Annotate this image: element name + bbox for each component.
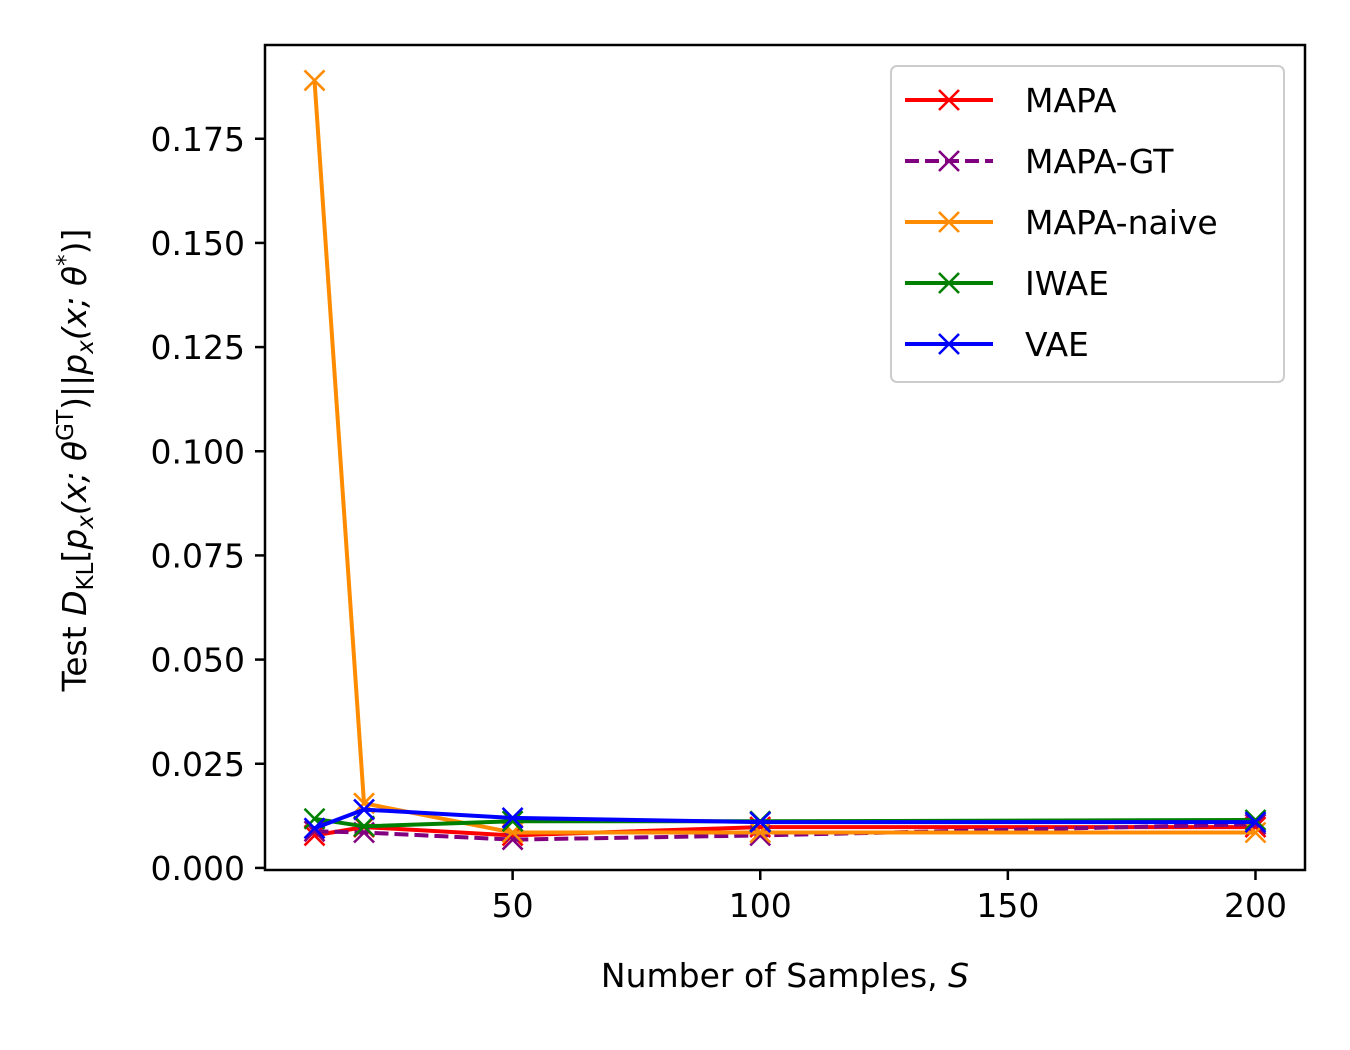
data-point — [303, 824, 326, 847]
data-point — [501, 806, 524, 829]
y-tick-label: 0.025 — [151, 745, 245, 784]
y-label-args1: (x; θ — [55, 441, 94, 515]
legend-marker — [938, 89, 960, 111]
y-label-test: Test — [55, 616, 94, 692]
legend-box — [890, 65, 1285, 383]
y-axis-label: Test DKL[px(x; θGT)||px(x; θ*)] — [53, 229, 99, 693]
legend-marker — [938, 150, 960, 172]
legend-marker — [938, 211, 960, 233]
y-label-p1: p — [55, 529, 94, 551]
legend-item-vae: VAE — [905, 325, 1089, 364]
y-label-p2: p — [55, 354, 94, 376]
data-point — [353, 815, 375, 838]
legend-marker — [938, 333, 960, 355]
data-point — [303, 69, 326, 92]
y-label-args2-sup: * — [53, 254, 79, 266]
y-label-p2-sub: x — [73, 340, 99, 355]
y-label-args2: (x; θ — [55, 266, 94, 340]
y-tick-label: 0.100 — [151, 432, 245, 471]
data-point — [501, 810, 524, 833]
y-label-d-sub: KL — [73, 562, 99, 590]
data-point — [749, 811, 772, 834]
legend-item-iwae: IWAE — [905, 264, 1109, 303]
y-label-d: D — [55, 590, 94, 615]
data-point — [353, 798, 375, 821]
y-tick-label: 0.050 — [151, 641, 245, 680]
y-tick-label: 0.000 — [151, 849, 245, 888]
x-tick-label: 50 — [492, 886, 534, 925]
y-label-open: [ — [55, 550, 94, 563]
y-label-args1-sup: GT — [53, 409, 79, 441]
data-point — [749, 821, 772, 844]
y-tick-label: 0.175 — [151, 120, 245, 159]
plot-frame — [263, 43, 1307, 872]
data-point — [303, 817, 326, 840]
y-label-close: )] — [55, 229, 94, 255]
x-tick-label: 200 — [1224, 886, 1287, 925]
series-vae — [303, 798, 1267, 840]
legend-label: VAE — [1025, 325, 1089, 364]
x-axis: 50 100 150 200 — [492, 870, 1287, 925]
legend-label: MAPA-naive — [1025, 203, 1218, 242]
x-tick-label: 150 — [976, 886, 1039, 925]
legend: MAPA MAPA-GT MAPA-naive IWAE VAE — [890, 65, 1285, 383]
data-point — [1244, 811, 1267, 834]
y-tick-label: 0.075 — [151, 536, 245, 575]
y-tick-label: 0.125 — [151, 328, 245, 367]
legend-marker — [938, 272, 960, 294]
legend-item-mapa-naive: MAPA-naive — [905, 203, 1218, 242]
x-axis-label: Number of Samples, S — [601, 956, 969, 995]
y-tick-label: 0.150 — [151, 224, 245, 263]
legend-label: IWAE — [1025, 264, 1109, 303]
legend-item-mapa-gt: MAPA-GT — [905, 142, 1174, 181]
legend-item-mapa: MAPA — [905, 81, 1117, 120]
x-tick-label: 100 — [729, 886, 792, 925]
y-label-mid: )|| — [55, 375, 94, 410]
x-axis-label-variable: S — [948, 956, 969, 995]
x-axis-label-text: Number of Samples, — [601, 956, 948, 995]
legend-label: MAPA-GT — [1025, 142, 1174, 181]
y-label-p1-sub: x — [73, 515, 99, 530]
legend-label: MAPA — [1025, 81, 1117, 120]
series-layer — [303, 69, 1267, 851]
data-point — [1244, 809, 1267, 831]
y-axis: 0.000 0.025 0.050 0.075 0.100 0.125 0.150 0.175 — [151, 120, 265, 888]
